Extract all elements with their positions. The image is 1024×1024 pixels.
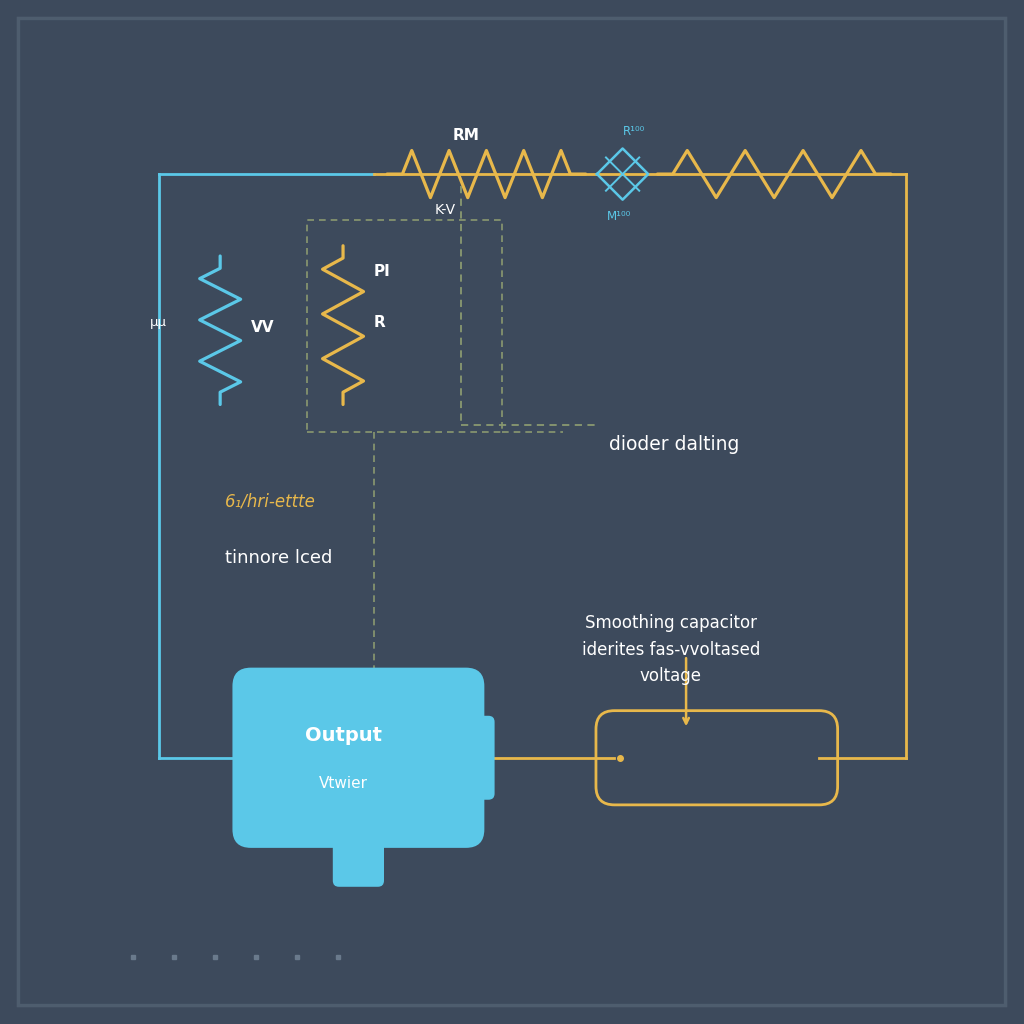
Text: VV: VV (251, 321, 274, 335)
FancyBboxPatch shape (232, 668, 484, 848)
Text: R: R (374, 315, 385, 330)
Text: tinnore lced: tinnore lced (225, 549, 333, 567)
Text: RM: RM (453, 128, 479, 143)
Text: Smoothing capacitor
iderites fas-vvoltased
voltage: Smoothing capacitor iderites fas-vvoltas… (582, 614, 760, 685)
Text: Output: Output (304, 726, 382, 744)
Text: M¹⁰⁰: M¹⁰⁰ (607, 210, 632, 223)
FancyBboxPatch shape (460, 716, 495, 800)
Text: R¹⁰⁰: R¹⁰⁰ (623, 125, 645, 138)
FancyBboxPatch shape (333, 823, 384, 887)
Text: PI: PI (374, 264, 390, 279)
Text: dioder dalting: dioder dalting (609, 435, 739, 455)
Text: μμ: μμ (151, 316, 167, 329)
Text: K-V: K-V (435, 203, 456, 217)
Text: Vtwier: Vtwier (318, 776, 368, 791)
Text: 6₁/hri-ettte: 6₁/hri-ettte (225, 493, 316, 511)
